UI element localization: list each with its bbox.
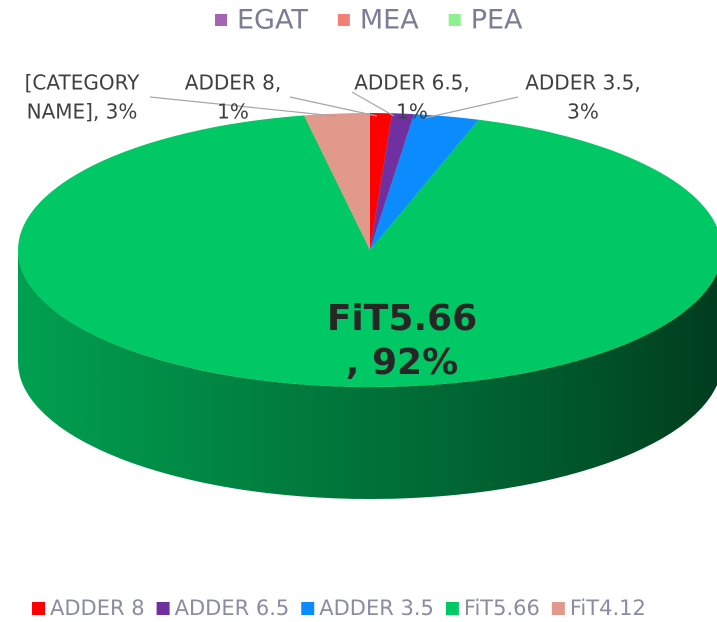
leader-line — [289, 96, 378, 117]
legend-swatch — [32, 602, 45, 615]
leader-line — [149, 96, 336, 117]
leader-line — [351, 91, 395, 117]
slice — [18, 115, 717, 387]
legend-label: FiT5.66 — [464, 596, 540, 620]
legend-label: ADDER 6.5 — [175, 596, 290, 620]
legend-label: PEA — [471, 5, 523, 36]
legend-swatch — [448, 14, 461, 26]
legend-swatch — [156, 602, 170, 615]
data-label: NAME], 3% — [27, 100, 138, 124]
legend-swatch — [551, 602, 565, 615]
slice-side — [18, 250, 717, 499]
legend-label: ADDER 3.5 — [319, 596, 434, 620]
legend-label: EGAT — [237, 5, 308, 36]
legend-label: MEA — [360, 5, 419, 36]
data-label: ADDER 8, — [185, 71, 281, 95]
legend-swatch — [445, 602, 459, 615]
legend-swatch — [337, 14, 350, 26]
slice — [370, 114, 479, 250]
data-label: 1% — [217, 100, 249, 124]
data-label: , 92% — [346, 342, 458, 383]
legend-swatch — [215, 14, 227, 26]
data-label: 1% — [396, 100, 428, 124]
slice — [370, 113, 393, 250]
data-label: [CATEGORY — [25, 71, 141, 95]
legend-swatch — [301, 602, 315, 615]
legend-label: FiT4.12 — [570, 596, 646, 620]
data-label: 3% — [567, 100, 599, 124]
data-label: ADDER 6.5, — [354, 71, 470, 95]
slice — [304, 113, 370, 250]
data-label: FiT5.66 — [327, 298, 477, 339]
data-label: ADDER 3.5, — [525, 71, 641, 95]
leader-line — [424, 96, 519, 119]
legend-label: ADDER 8 — [50, 596, 145, 620]
slice — [370, 113, 415, 250]
